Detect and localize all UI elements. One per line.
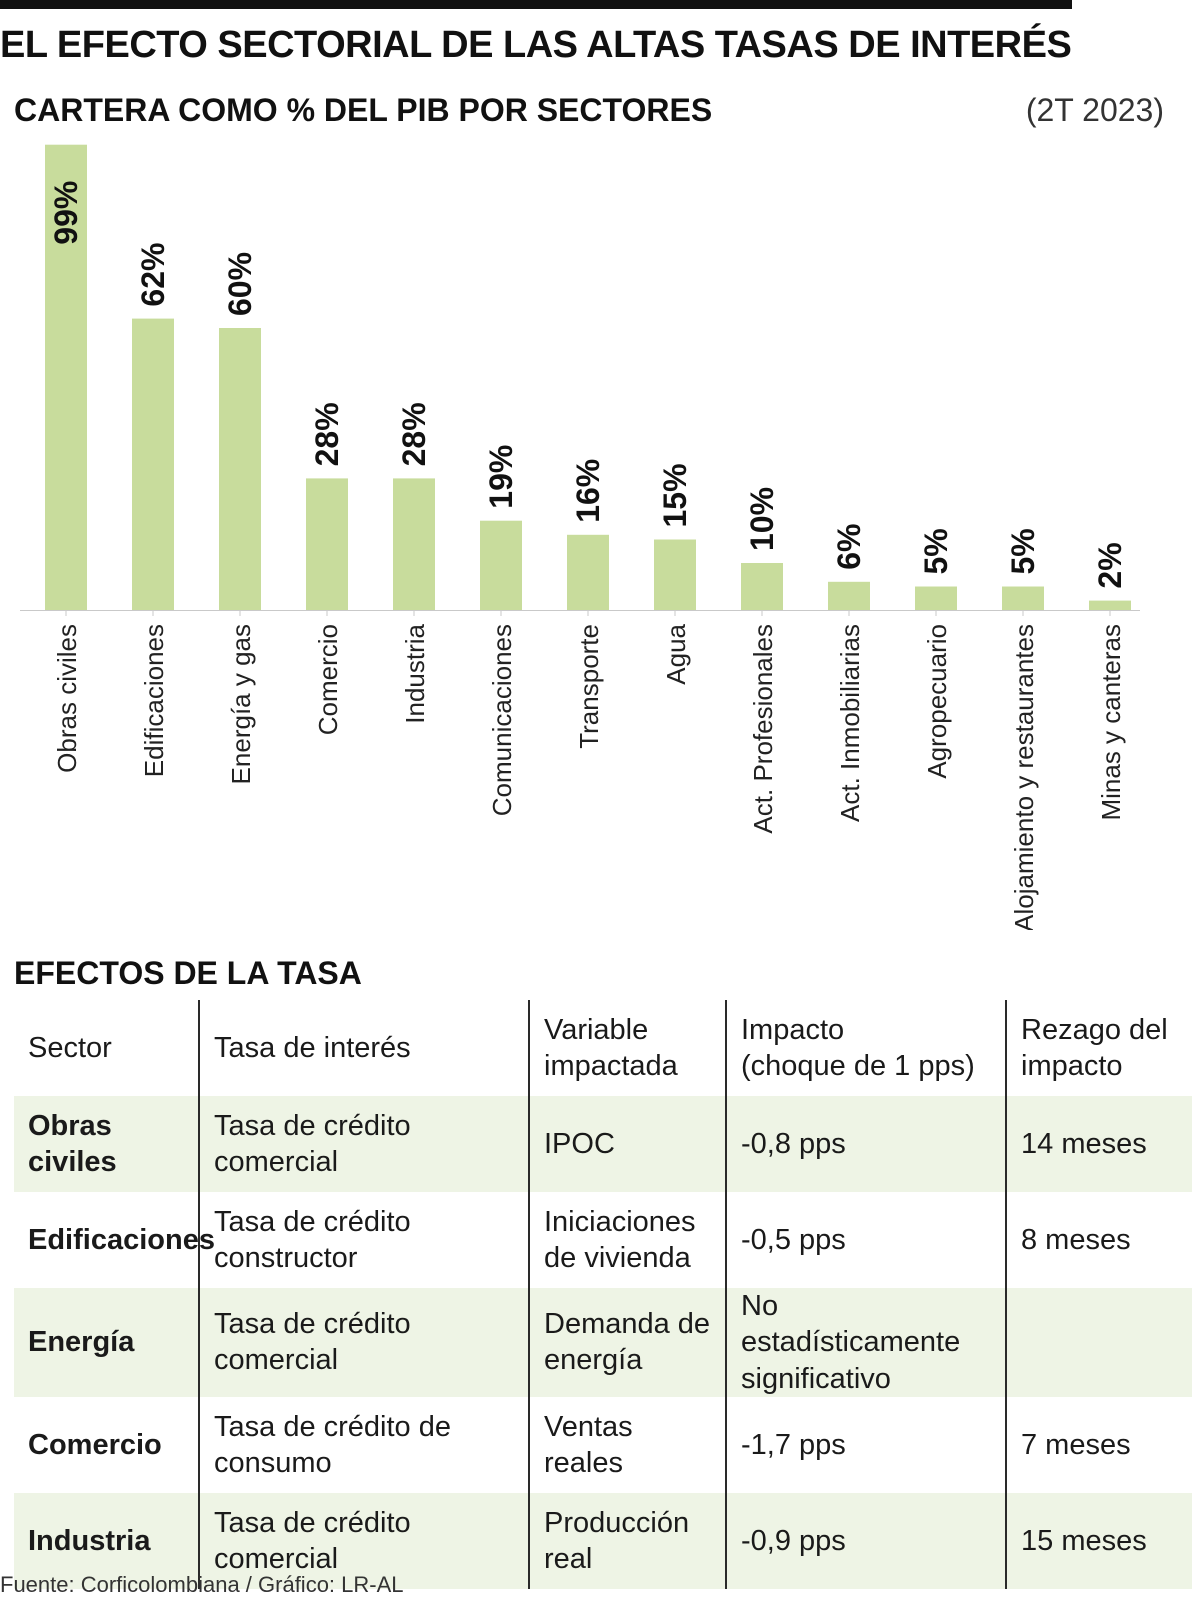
cell-impact: -0,8 pps [725, 1096, 1006, 1192]
header-impact: Impacto (choque de 1 pps) [725, 1000, 1006, 1096]
value-label: 5% [918, 528, 954, 574]
bar [567, 534, 609, 610]
bar [741, 563, 783, 610]
bar [219, 328, 261, 610]
table-header-row: Sector Tasa de interés Variable impactada… [14, 1000, 1192, 1096]
value-label: 60% [222, 252, 258, 316]
category-label: Agua [661, 623, 691, 684]
bar [828, 581, 870, 610]
bar [393, 478, 435, 610]
value-label: 16% [570, 459, 606, 523]
top-rule [0, 0, 1072, 9]
value-label: 19% [483, 445, 519, 509]
cell-sector: Edificaciones [14, 1192, 215, 1288]
cell-rate: Tasa de crédito de consumo [198, 1396, 529, 1493]
cell-sector: Energía [14, 1288, 199, 1397]
cell-variable: Producción real [528, 1492, 726, 1589]
cell-sector: Comercio [14, 1396, 199, 1493]
category-label: Obras civiles [52, 624, 82, 773]
value-label: 6% [831, 524, 867, 570]
header-variable: Variable impactada [528, 1000, 726, 1096]
category-label: Industria [400, 623, 430, 723]
bar [480, 520, 522, 610]
source-note: Fuente: Corficolombiana / Gráfico: LR-AL [0, 1572, 404, 1597]
value-label: 10% [744, 487, 780, 551]
cell-lag: 7 meses [1005, 1396, 1192, 1493]
bar [132, 318, 174, 610]
category-label: Alojamiento y restaurantes [1009, 624, 1039, 930]
category-label: Edificaciones [139, 624, 169, 777]
cell-rate: Tasa de crédito comercial [198, 1096, 529, 1192]
bar [915, 586, 957, 610]
category-label: Transporte [574, 624, 604, 749]
cell-impact: No estadísticamente significativo [725, 1288, 1006, 1397]
chart-period: (2T 2023) [1025, 92, 1164, 128]
table-row: Industria Tasa de crédito comercial Prod… [14, 1492, 1192, 1589]
cell-variable: Iniciaciones de vivienda [528, 1192, 726, 1288]
cell-variable: Ventas reales [528, 1396, 726, 1493]
bar [1089, 600, 1131, 610]
category-label: Comunicaciones [487, 624, 517, 816]
cell-sector: Industria [14, 1492, 199, 1589]
table-row: Energía Tasa de crédito comercial Demand… [14, 1288, 1192, 1397]
bar [45, 144, 87, 610]
category-label: Agropecuario [922, 624, 952, 779]
cell-lag [1005, 1288, 1192, 1397]
cell-rate: Tasa de crédito constructor [198, 1192, 529, 1288]
cell-lag: 14 meses [1005, 1096, 1192, 1192]
cell-lag: 15 meses [1005, 1492, 1192, 1589]
cell-lag: 8 meses [1005, 1192, 1192, 1288]
category-label: Minas y canteras [1096, 624, 1126, 821]
cell-rate: Tasa de crédito comercial [198, 1492, 529, 1589]
value-label: 28% [309, 402, 345, 466]
bar [306, 478, 348, 610]
cell-variable: IPOC [528, 1096, 726, 1192]
category-label: Energía y gas [226, 624, 256, 784]
value-label: 62% [135, 243, 171, 307]
header-rate: Tasa de interés [198, 1000, 529, 1096]
cell-variable: Demanda de energía [528, 1288, 726, 1397]
cell-impact: -0,9 pps [725, 1492, 1006, 1589]
effects-table: Sector Tasa de interés Variable impactada… [14, 1000, 1192, 1589]
value-label: 28% [396, 402, 432, 466]
effects-title: EFECTOS DE LA TASA [14, 955, 362, 991]
page-title: EL EFECTO SECTORIAL DE LAS ALTAS TASAS D… [0, 24, 1072, 66]
header-lag: Rezago del impacto [1005, 1000, 1192, 1096]
header-sector: Sector [14, 1000, 199, 1096]
bar [1002, 586, 1044, 610]
bar [654, 539, 696, 610]
cell-impact: -0,5 pps [725, 1192, 1006, 1288]
chart-subtitle: CARTERA COMO % DEL PIB POR SECTORES [14, 92, 713, 128]
value-label: 5% [1005, 528, 1041, 574]
table-row: Obras civiles Tasa de crédito comercial … [14, 1096, 1192, 1192]
bar-chart: 99% Obras civiles 62% Edificaciones 60% Energ… [20, 144, 1140, 930]
value-label: 99% [48, 181, 84, 245]
category-label: Act. Profesionales [748, 624, 778, 834]
category-label: Act. Inmobiliarias [835, 624, 865, 822]
table-row: Edificaciones Tasa de crédito constructo… [14, 1192, 1192, 1288]
cell-impact: -1,7 pps [725, 1396, 1006, 1493]
cell-rate: Tasa de crédito comercial [198, 1288, 529, 1397]
value-label: 15% [657, 463, 693, 527]
table-row: Comercio Tasa de crédito de consumo Vent… [14, 1396, 1192, 1493]
cell-sector: Obras civiles [14, 1096, 199, 1192]
value-label: 2% [1092, 542, 1128, 588]
category-label: Comercio [313, 624, 343, 735]
